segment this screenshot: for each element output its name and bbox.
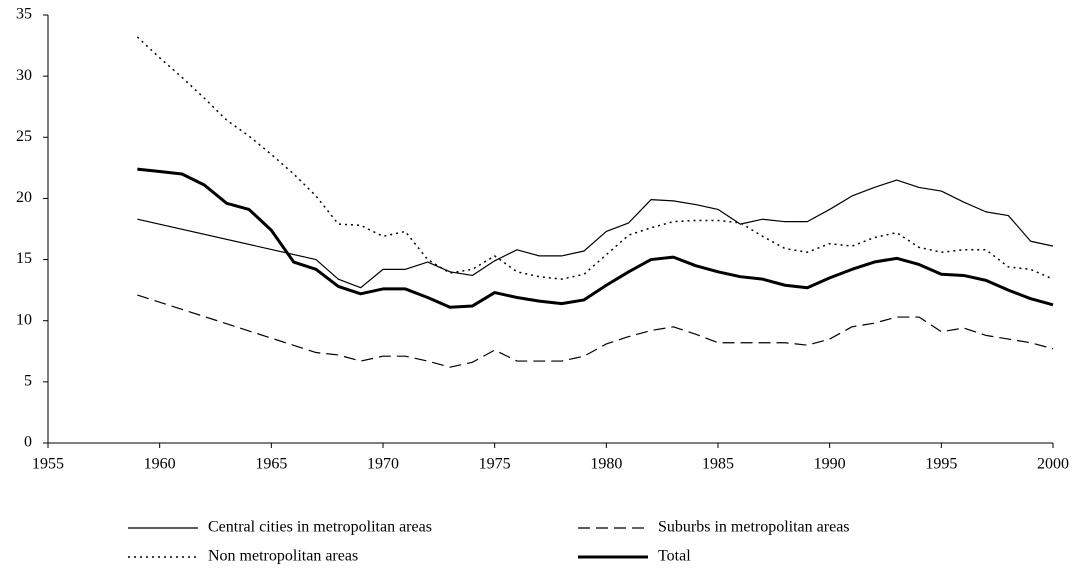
x-tick-label: 1980 (590, 456, 622, 473)
x-tick-label: 1995 (925, 456, 957, 473)
x-tick-label: 1955 (32, 456, 64, 473)
legend-label: Central cities in metropolitan areas (208, 519, 432, 536)
x-tick-label: 1985 (702, 456, 734, 473)
y-tick-label: 5 (24, 373, 32, 390)
x-tick-label: 1990 (814, 456, 846, 473)
x-tick-label: 1975 (479, 456, 511, 473)
legend-label: Suburbs in metropolitan areas (658, 519, 850, 536)
y-tick-label: 10 (16, 311, 32, 328)
y-tick-label: 15 (16, 250, 32, 267)
series-line (137, 167, 1054, 309)
y-tick-label: 30 (16, 67, 32, 84)
legend-label: Total (658, 548, 691, 565)
series-line (137, 294, 1054, 368)
y-tick-label: 0 (24, 434, 32, 451)
x-tick-label: 1970 (367, 456, 399, 473)
series-line (136, 36, 1054, 280)
x-tick-label: 1965 (255, 456, 287, 473)
y-tick-label: 20 (16, 189, 32, 206)
x-tick-label: 1960 (144, 456, 176, 473)
x-tick-label: 2000 (1037, 456, 1069, 473)
series-line (137, 179, 1054, 289)
legend-label: Non metropolitan areas (208, 548, 358, 565)
y-tick-label: 35 (16, 6, 32, 23)
y-tick-label: 25 (16, 128, 32, 145)
